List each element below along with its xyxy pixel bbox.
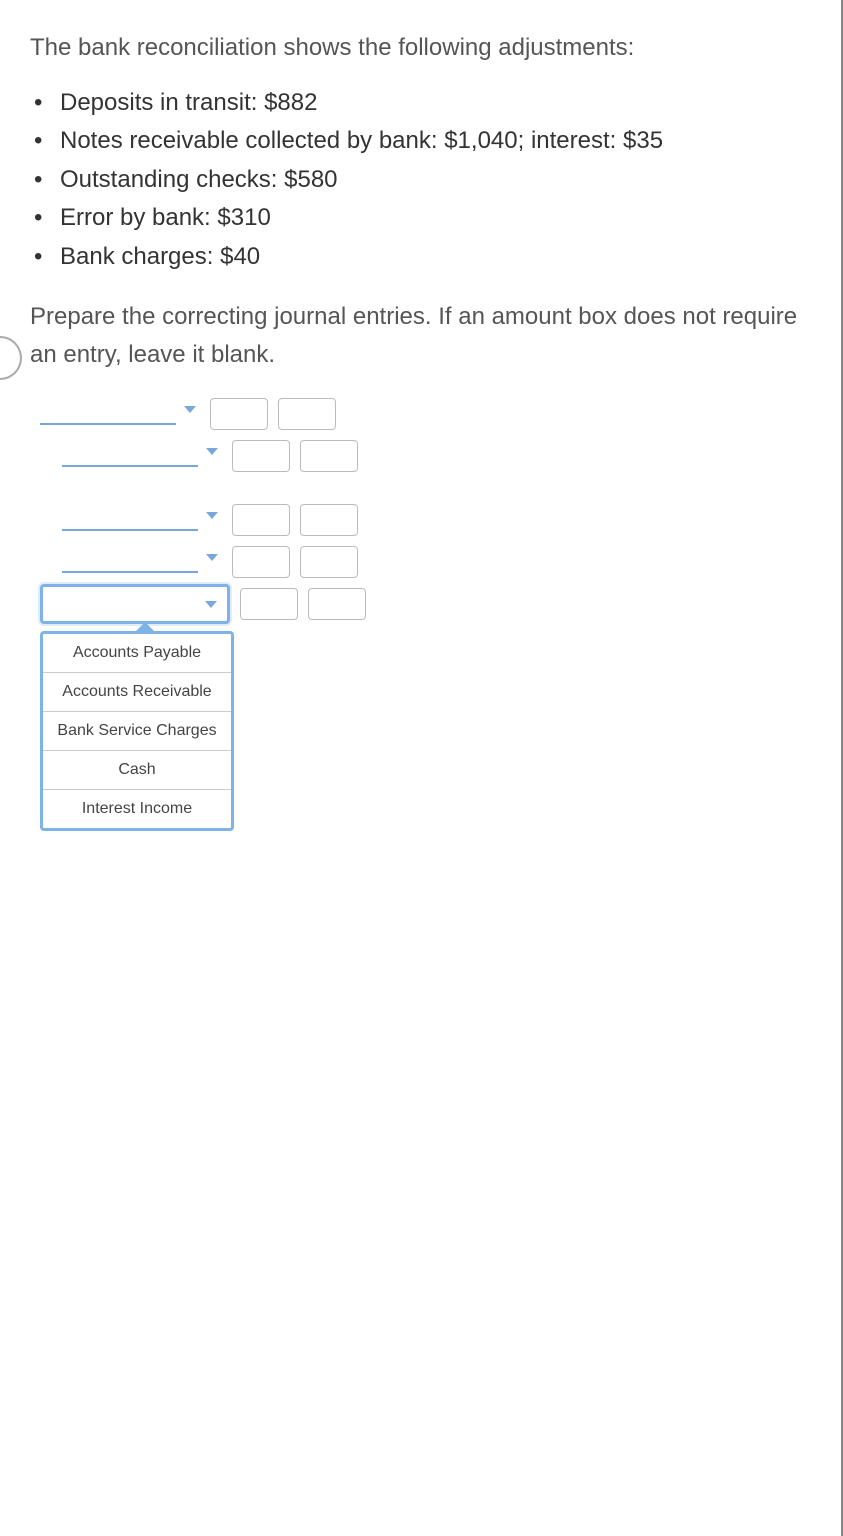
chevron-down-icon xyxy=(206,554,218,561)
entry-row xyxy=(40,393,420,435)
underline xyxy=(62,571,198,573)
account-dropdown[interactable] xyxy=(62,505,222,535)
bullet-icon: • xyxy=(34,122,60,160)
account-dropdown-menu: Accounts Payable Accounts Receivable Ban… xyxy=(40,631,234,831)
list-item-text: Notes receivable collected by bank: $1,0… xyxy=(60,122,663,160)
page-tab-icon[interactable] xyxy=(0,336,22,380)
list-item-text: Outstanding checks: $580 xyxy=(60,161,338,199)
intro-text: The bank reconciliation shows the follow… xyxy=(30,30,811,66)
list-item: • Notes receivable collected by bank: $1… xyxy=(34,122,811,160)
debit-input[interactable] xyxy=(232,546,290,578)
account-dropdown[interactable] xyxy=(40,399,200,429)
debit-input[interactable] xyxy=(210,398,268,430)
debit-input[interactable] xyxy=(232,440,290,472)
adjustments-list: • Deposits in transit: $882 • Notes rece… xyxy=(34,84,811,276)
entry-row xyxy=(40,499,420,541)
list-item-text: Bank charges: $40 xyxy=(60,238,260,276)
dropdown-option[interactable]: Bank Service Charges xyxy=(43,712,231,751)
debit-input[interactable] xyxy=(240,588,298,620)
list-item: • Bank charges: $40 xyxy=(34,238,811,276)
debit-input[interactable] xyxy=(232,504,290,536)
credit-input[interactable] xyxy=(300,440,358,472)
underline xyxy=(40,423,176,425)
entry-group xyxy=(40,499,420,625)
underline xyxy=(62,529,198,531)
underline xyxy=(62,465,198,467)
bullet-icon: • xyxy=(34,238,60,276)
instruction-text: Prepare the correcting journal entries. … xyxy=(30,298,811,375)
dropdown-option[interactable]: Cash xyxy=(43,751,231,790)
account-dropdown-active[interactable] xyxy=(40,584,230,624)
credit-input[interactable] xyxy=(300,504,358,536)
dropdown-option[interactable]: Accounts Receivable xyxy=(43,673,231,712)
dropdown-option[interactable]: Interest Income xyxy=(43,790,231,828)
bullet-icon: • xyxy=(34,84,60,122)
bullet-icon: • xyxy=(34,199,60,237)
journal-entries xyxy=(40,393,420,625)
entry-row xyxy=(40,541,420,583)
chevron-down-icon xyxy=(205,601,217,608)
list-item: • Outstanding checks: $580 xyxy=(34,161,811,199)
chevron-down-icon xyxy=(184,406,196,413)
credit-input[interactable] xyxy=(300,546,358,578)
list-item: • Deposits in transit: $882 xyxy=(34,84,811,122)
credit-input[interactable] xyxy=(278,398,336,430)
credit-input[interactable] xyxy=(308,588,366,620)
entry-row xyxy=(40,435,420,477)
list-item-text: Deposits in transit: $882 xyxy=(60,84,317,122)
list-item-text: Error by bank: $310 xyxy=(60,199,271,237)
list-item: • Error by bank: $310 xyxy=(34,199,811,237)
entry-row xyxy=(40,583,420,625)
account-dropdown[interactable] xyxy=(62,441,222,471)
chevron-down-icon xyxy=(206,512,218,519)
instruction-label: Prepare the correcting journal entries. … xyxy=(30,303,797,368)
question-page: The bank reconciliation shows the follow… xyxy=(0,0,843,1536)
chevron-down-icon xyxy=(206,448,218,455)
dropdown-option[interactable]: Accounts Payable xyxy=(43,634,231,673)
account-dropdown[interactable] xyxy=(62,547,222,577)
bullet-icon: • xyxy=(34,161,60,199)
